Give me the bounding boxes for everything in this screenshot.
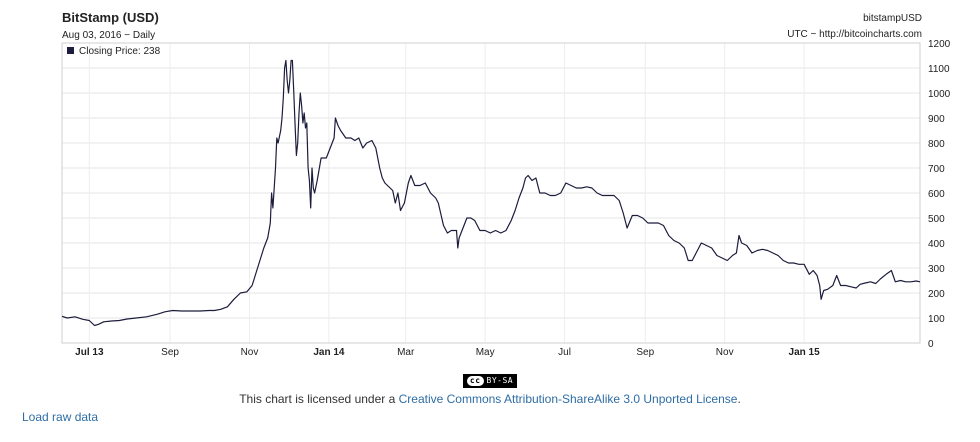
chart-source: UTC − http://bitcoincharts.com [787, 29, 922, 40]
x-tick-label: Jul 13 [75, 347, 104, 358]
legend-swatch [67, 47, 74, 54]
plot-frame [61, 42, 921, 344]
x-tick-label: May [476, 347, 495, 358]
cc-badge-text: BY-SA [486, 376, 514, 385]
y-tick-label: 1200 [928, 39, 951, 50]
price-chart: BitStamp (USD) Aug 03, 2016 − Daily bits… [61, 10, 951, 358]
series-line-closing-price [61, 59, 921, 327]
y-tick-label: 1000 [928, 89, 951, 100]
x-axis: Jul 13 Sep Nov Jan 14 Mar May Jul Sep Nov Jan 15 [75, 347, 820, 358]
y-tick-label: 100 [928, 314, 945, 325]
x-tick-label: Mar [397, 347, 415, 358]
legend-label: Closing Price: 238 [79, 46, 161, 57]
y-tick-label: 800 [928, 139, 945, 150]
license-link[interactable]: Creative Commons Attribution-ShareAlike … [398, 392, 738, 406]
license-suffix: . [737, 392, 741, 406]
y-tick-label: 300 [928, 264, 945, 275]
grid [62, 42, 920, 344]
license-prefix: This chart is licensed under a [239, 392, 399, 406]
y-tick-label: 500 [928, 214, 945, 225]
x-tick-label: Jan 14 [313, 347, 345, 358]
y-tick-label: 0 [928, 339, 934, 350]
y-tick-label: 900 [928, 114, 945, 125]
y-tick-label: 200 [928, 289, 945, 300]
legend: Closing Price: 238 [67, 46, 161, 57]
chart-container: BitStamp (USD) Aug 03, 2016 − Daily bits… [61, 10, 951, 358]
license-notice: cc BY-SA This chart is licensed under a C… [0, 372, 980, 406]
y-tick-label: 1100 [928, 64, 950, 75]
x-tick-label: Sep [161, 347, 179, 358]
x-tick-label: Jul [558, 347, 571, 358]
cc-icon: cc [466, 376, 484, 386]
load-raw-data-link[interactable]: Load raw data [22, 410, 99, 424]
series-layer [61, 59, 921, 327]
chart-title: BitStamp (USD) [62, 10, 159, 25]
chart-symbol: bitstampUSD [863, 13, 922, 24]
x-tick-label: Nov [716, 347, 734, 358]
cc-license-badge[interactable]: cc BY-SA [0, 372, 980, 392]
x-tick-label: Sep [636, 347, 654, 358]
chart-subtitle: Aug 03, 2016 − Daily [62, 30, 155, 41]
y-axis: 0 100 200 300 400 500 600 700 800 900 1000 1100 1200 [928, 39, 951, 350]
y-tick-label: 600 [928, 189, 945, 200]
x-tick-label: Nov [241, 347, 259, 358]
y-tick-label: 400 [928, 239, 945, 250]
y-tick-label: 700 [928, 164, 945, 175]
x-tick-label: Jan 15 [789, 347, 821, 358]
